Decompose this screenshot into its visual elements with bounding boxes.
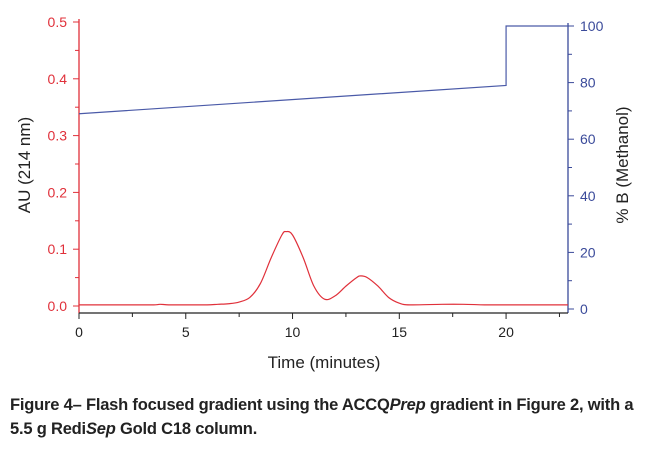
x-tick-label: 0 bbox=[75, 324, 83, 340]
y-left-tick-label: 0.1 bbox=[48, 241, 68, 257]
y-right-tick-label: 0 bbox=[580, 301, 588, 317]
y-left-tick-label: 0.3 bbox=[48, 128, 68, 144]
caption-italic: Sep bbox=[85, 420, 116, 438]
y-left-axis-label: AU (214 nm) bbox=[15, 117, 34, 213]
caption-text: gradient in Figure 2, with a 5.5 g Redi bbox=[10, 396, 634, 438]
x-tick-label: 5 bbox=[182, 324, 190, 340]
x-tick-label: 10 bbox=[285, 324, 301, 340]
x-tick-label: 15 bbox=[392, 324, 408, 340]
y-left-tick-label: 0.5 bbox=[48, 14, 68, 30]
y-right-tick-label: 60 bbox=[580, 131, 596, 147]
y-right-tick-label: 80 bbox=[580, 75, 596, 91]
y-left-tick-label: 0.4 bbox=[48, 71, 68, 87]
y-right-tick-label: 100 bbox=[580, 18, 604, 34]
caption-text: Gold C18 column. bbox=[115, 420, 258, 438]
caption-text: Figure 4– Flash focused gradient using t… bbox=[10, 396, 390, 414]
gradient-trace bbox=[78, 25, 568, 115]
x-axis-label: Time (minutes) bbox=[268, 353, 381, 372]
caption-italic: Prep bbox=[389, 396, 426, 414]
y-right-axis-label: % B (Methanol) bbox=[613, 106, 632, 223]
chromatogram-chart: 0 5 10 15 20 0.0 0.1 0.2 0.3 0.4 0.5 0 20 40 60 80 100 T… bbox=[15, 14, 632, 372]
figure-caption: Figure 4– Flash focused gradient using t… bbox=[10, 393, 650, 441]
y-right-tick-label: 20 bbox=[580, 244, 596, 260]
y-right-tick-label: 40 bbox=[580, 188, 596, 204]
y-left-tick-label: 0.0 bbox=[48, 298, 68, 314]
y-left-tick-label: 0.2 bbox=[48, 184, 68, 200]
absorbance-trace bbox=[79, 230, 568, 306]
x-tick-label: 20 bbox=[498, 324, 514, 340]
